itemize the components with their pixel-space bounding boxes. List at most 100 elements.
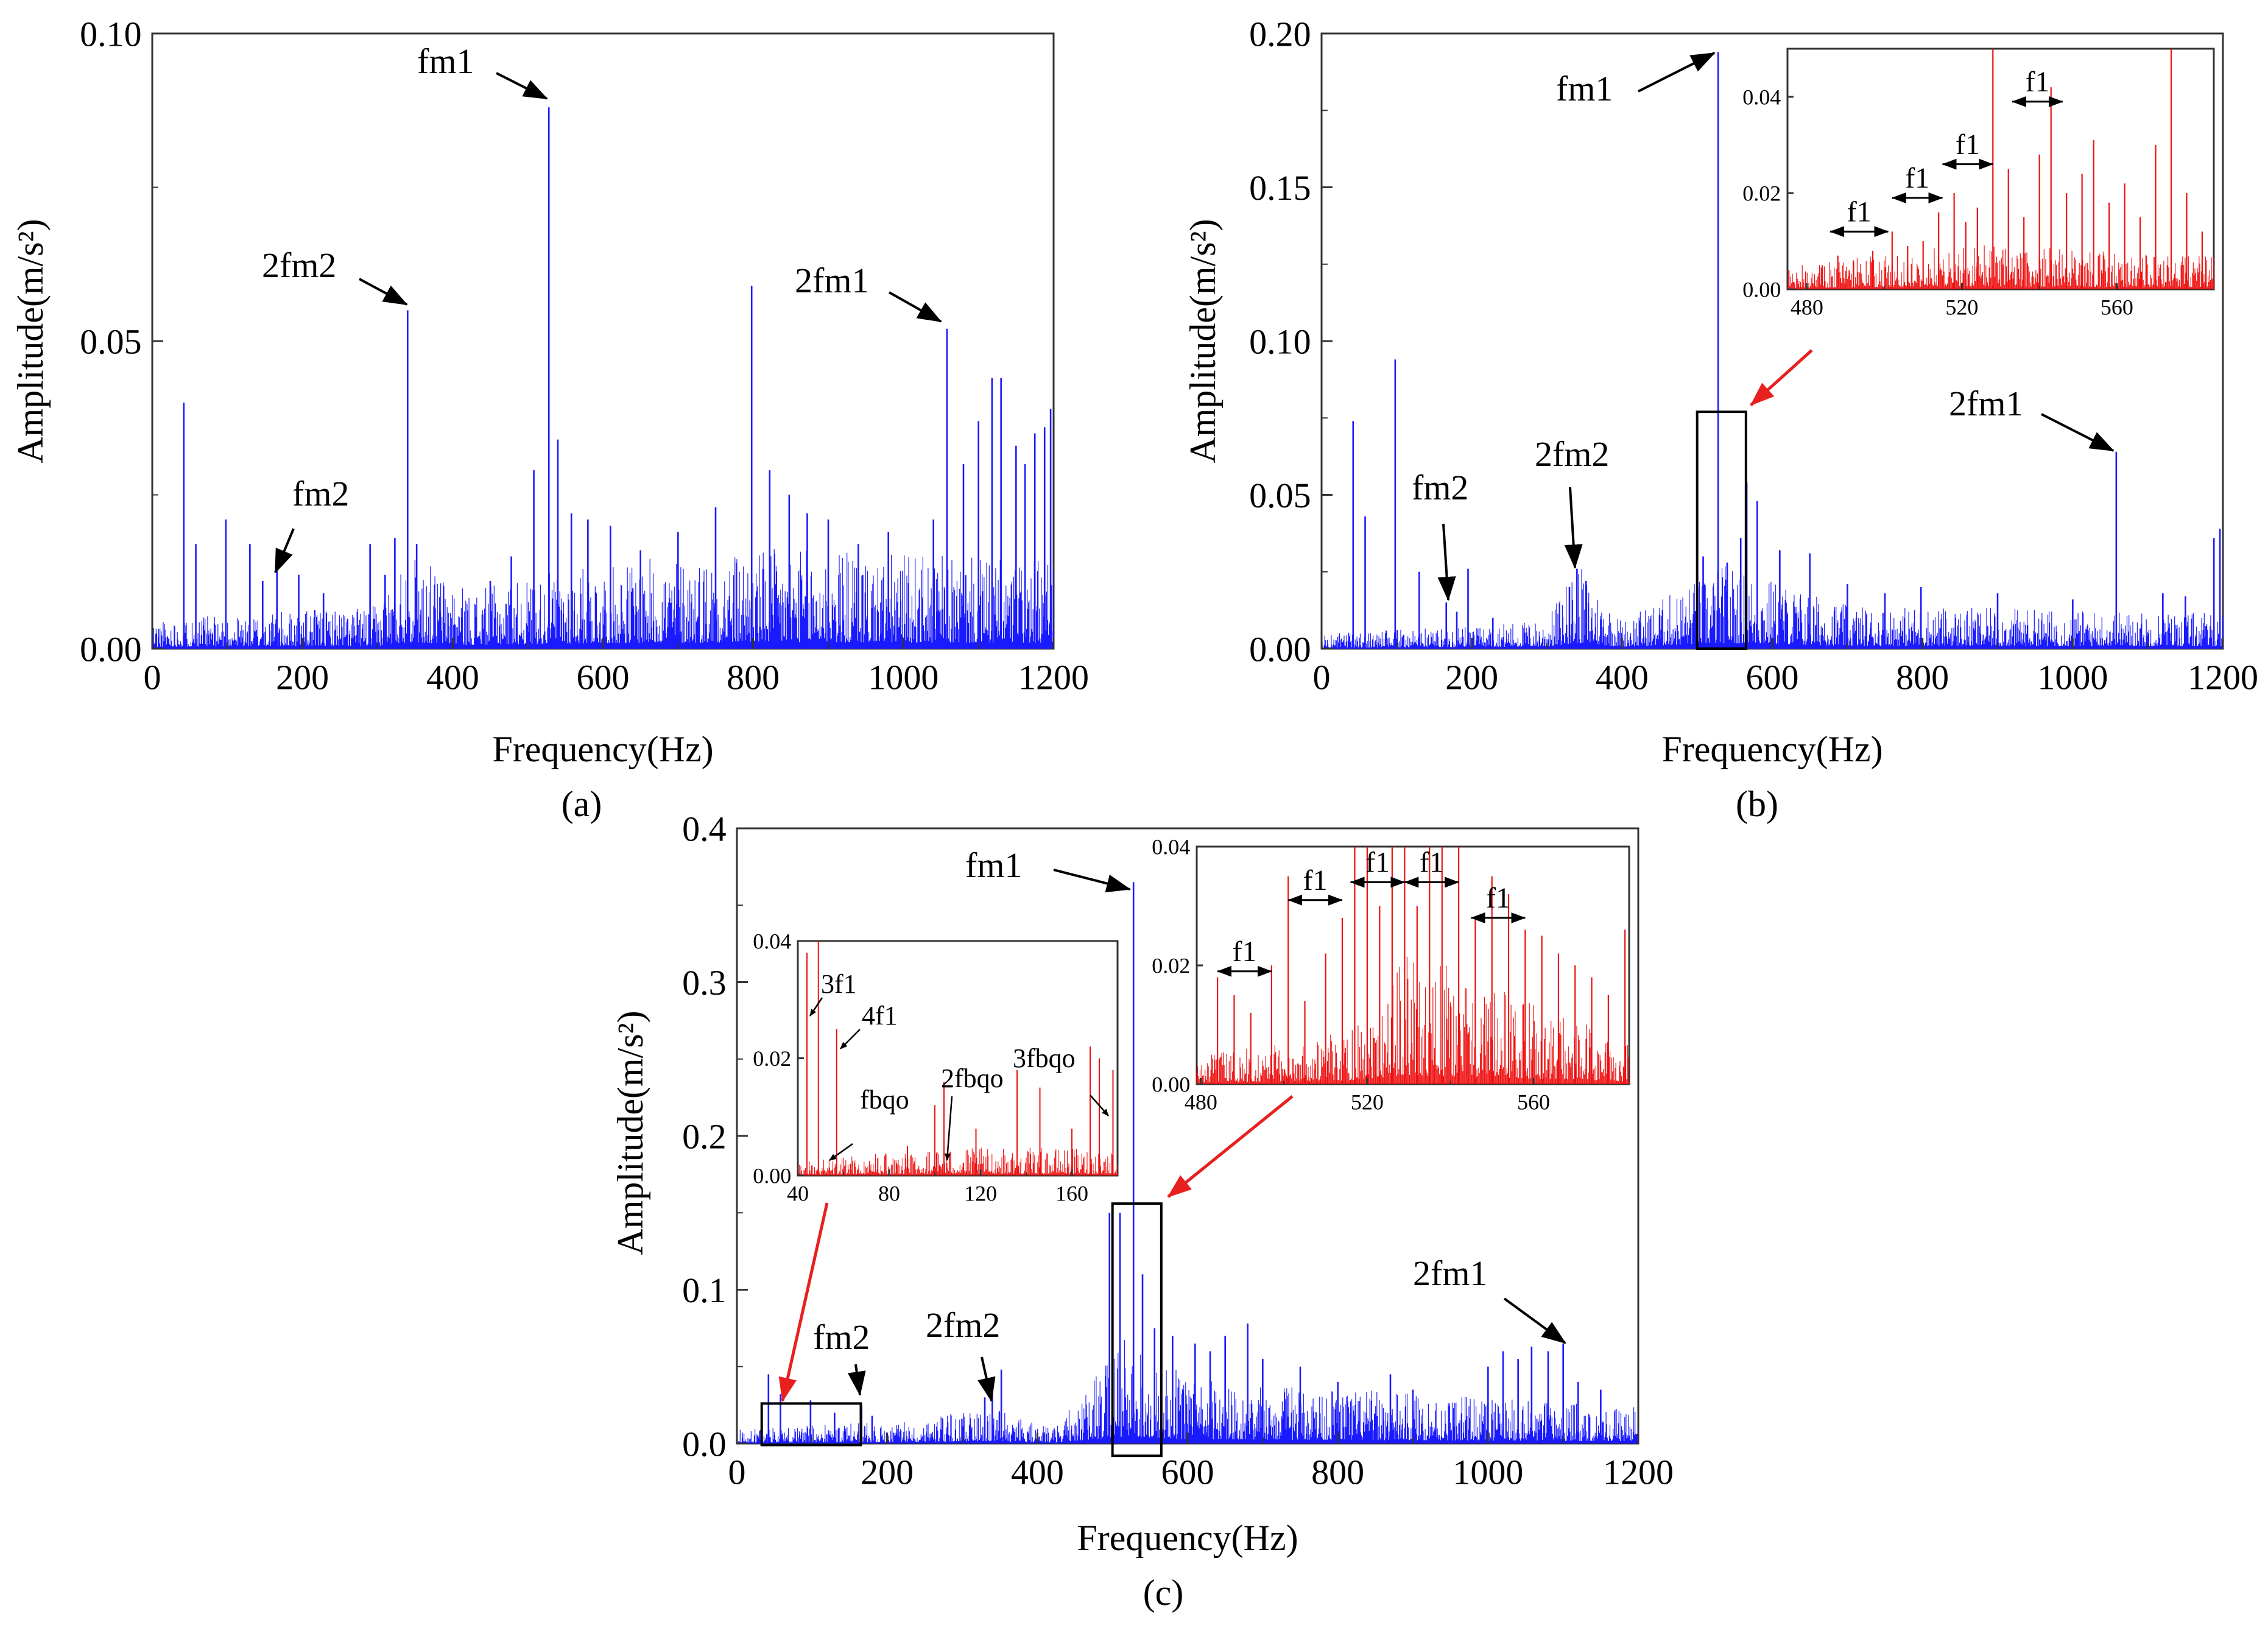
x-tick-label: 480: [1185, 1090, 1217, 1114]
y-tick-label: 0.4: [682, 809, 727, 848]
y-tick-label: 0.00: [80, 629, 142, 669]
y-tick-label: 0.1: [682, 1271, 727, 1310]
x-tick-label: 400: [426, 658, 479, 697]
x-tick-label: 600: [1746, 658, 1799, 697]
y-axis-label: Amplitude(m/s²): [610, 1010, 650, 1255]
y-tick-label: 0.04: [753, 929, 791, 954]
inset-annotation: 2fbqo: [941, 1063, 1004, 1093]
x-tick-label: 800: [727, 658, 780, 697]
y-tick-label: 0.10: [80, 14, 142, 54]
inset-frame: [797, 940, 1119, 1177]
interval-label: f1: [1956, 129, 1980, 161]
annotation-2fm1: 2fm1: [1949, 384, 2023, 423]
annotation-2fm2: 2fm2: [1535, 434, 1609, 474]
y-tick-label: 0.05: [1249, 476, 1311, 515]
panel-caption: (a): [562, 784, 602, 824]
y-tick-label: 0.04: [1742, 85, 1781, 110]
x-tick-label: 400: [1596, 658, 1649, 697]
noise-series: [152, 549, 1054, 649]
annotation-arrow: [1564, 487, 1583, 569]
x-tick-label: 560: [2101, 295, 2133, 319]
inset-annotation: 3f1: [821, 969, 857, 999]
x-tick-label: 400: [1011, 1453, 1064, 1492]
zoom-highlight-box: [1111, 1202, 1163, 1458]
noise-floor: [152, 549, 1054, 649]
x-tick-label: 0: [1313, 658, 1331, 697]
y-tick-label: 0.00: [1249, 629, 1311, 669]
x-tick-label: 120: [964, 1181, 997, 1205]
x-axis-label: Frequency(Hz): [1661, 729, 1882, 769]
annotation-arrow: [359, 278, 408, 306]
panel-a: 0 200 400 600 800 1000 1200 0.00 0.05 0.10 Amplit…: [10, 14, 1089, 824]
noise-series: [1196, 957, 1630, 1084]
annotation-arrow: [889, 291, 942, 323]
annotation-fm2: fm2: [813, 1317, 870, 1357]
x-axis-label: Frequency(Hz): [492, 729, 713, 769]
plot-frame: [151, 32, 1055, 650]
inset-annotation-arrow: [1090, 1094, 1109, 1116]
y-tick-label: 0.0: [682, 1424, 727, 1464]
x-tick-label: 160: [1055, 1181, 1088, 1205]
annotation-2fm2: 2fm2: [262, 245, 336, 285]
y-tick-label: 0.00: [753, 1164, 791, 1188]
annotation-2fm1: 2fm1: [795, 261, 869, 300]
annotation-arrow: [274, 528, 295, 574]
x-tick-label: 600: [577, 658, 630, 697]
x-tick-label: 600: [1161, 1453, 1214, 1492]
zoom-arrow: [1750, 349, 1813, 406]
annotation-fm2: fm2: [1412, 468, 1468, 507]
annotation-fm1: fm1: [417, 41, 474, 81]
x-tick-label: 40: [787, 1181, 809, 1205]
annotation-arrow: [1503, 1297, 1566, 1344]
annotation-arrow: [2041, 413, 2115, 452]
annotation-arrow: [1053, 869, 1131, 893]
panel-c: 0 200 400 600 800 1000 1200 0.0 0.1 0.2 0.3 0.4 Amp…: [610, 809, 1674, 1613]
y-tick-label: 0.02: [753, 1046, 791, 1071]
panel-caption: (c): [1143, 1573, 1184, 1613]
zoom-highlight-box: [1696, 411, 1747, 650]
y-axis-label: Amplitude(m/s²): [10, 219, 51, 463]
x-tick-label: 480: [1791, 295, 1823, 319]
x-tick-label: 800: [1311, 1453, 1364, 1492]
inset-annotation-arrow: [809, 997, 823, 1017]
interval-label: f1: [1847, 196, 1872, 228]
annotation-arrow: [847, 1364, 866, 1396]
x-tick-label: 1200: [1603, 1453, 1674, 1492]
y-tick-label: 0.05: [80, 322, 142, 361]
x-tick-label: 0: [728, 1453, 746, 1492]
zoom-arrow: [1167, 1095, 1294, 1198]
interval-label: f1: [2025, 66, 2049, 98]
y-tick-label: 0.00: [1742, 278, 1781, 302]
y-tick-label: 0.2: [682, 1116, 727, 1156]
inset-frame: [1786, 48, 2215, 291]
interval-label: f1: [1303, 864, 1328, 897]
interval-label: f1: [1233, 936, 1257, 968]
y-tick-label: 0.3: [682, 963, 727, 1003]
interval-label: f1: [1486, 882, 1510, 914]
inset-annotation-arrow: [829, 1143, 853, 1161]
annotation-arrow: [1638, 52, 1716, 93]
x-tick-label: 200: [276, 658, 329, 697]
x-tick-label: 800: [1896, 658, 1949, 697]
plot-series: 0 200 400 600 800 1000 1200 0.00 0.05 0.10 0.15 0.2…: [1249, 14, 2258, 697]
x-tick-label: 0: [144, 658, 161, 697]
inset-annotation: 4f1: [862, 1001, 898, 1031]
inset-annotation: 3fbqo: [1013, 1043, 1076, 1073]
y-tick-label: 0.00: [1152, 1073, 1190, 1097]
inset-annotation: fbqo: [860, 1085, 909, 1115]
y-tick-label: 0.02: [1152, 954, 1190, 978]
plot-series: 0 200 400 600 800 1000 1200 0.0 0.1 0.2 0.3 0.4: [682, 809, 1674, 1492]
x-tick-label: 1200: [1018, 658, 1089, 697]
panel-b: 0 200 400 600 800 1000 1200 0.00 0.05 0.10 0.15 0.2…: [1183, 14, 2258, 824]
zoom-highlight-box: [760, 1402, 862, 1447]
x-tick-label: 560: [1517, 1090, 1550, 1114]
x-tick-label: 80: [878, 1181, 900, 1205]
noise-floor: [1196, 957, 1630, 1084]
annotation-arrow: [977, 1356, 996, 1402]
x-tick-label: 1000: [1453, 1453, 1523, 1492]
inset-plot: 480 520 560 0.00 0.02 0.04 f1 f1 f1 f1: [1742, 48, 2215, 319]
x-axis-label: Frequency(Hz): [1077, 1518, 1298, 1558]
x-tick-label: 1000: [2037, 658, 2108, 697]
panel-caption: (b): [1736, 784, 1778, 824]
